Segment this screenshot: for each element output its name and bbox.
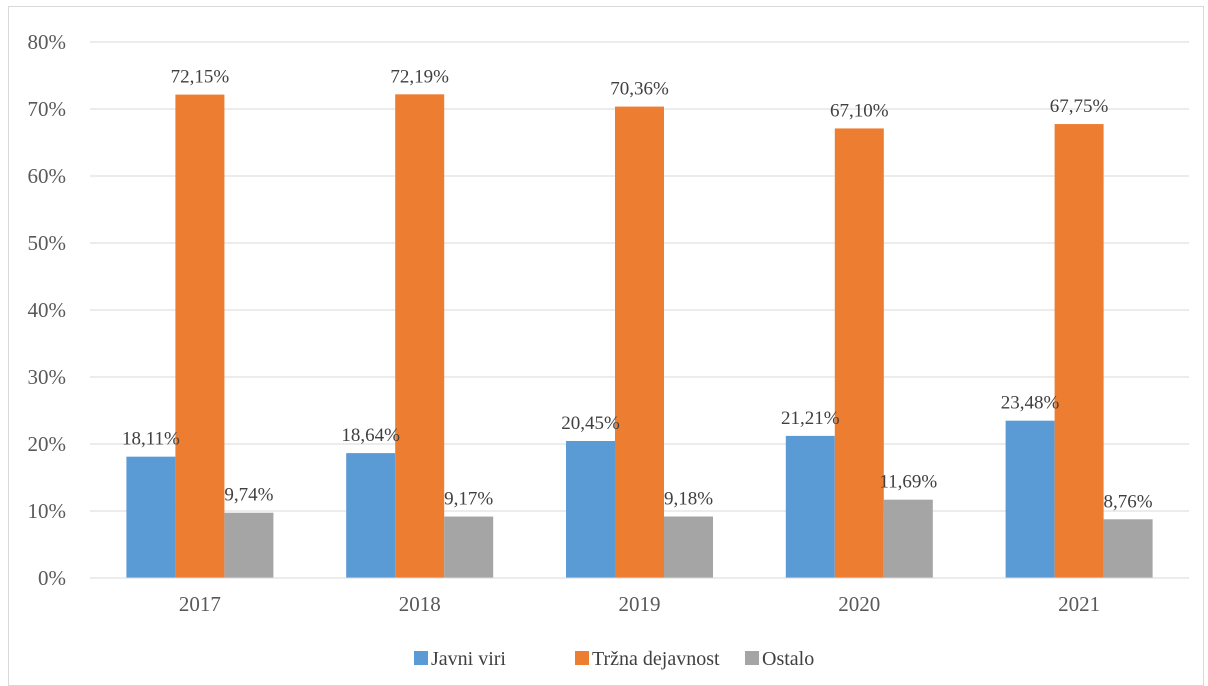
- x-tick-label: 2018: [399, 592, 441, 616]
- bar-javni-viri-2017: [126, 456, 176, 578]
- x-tick-label: 2017: [179, 592, 221, 616]
- bar-tržna-dejavnost-2019: [615, 106, 664, 578]
- bar-ostalo-2017: [224, 512, 274, 578]
- legend-item-ostalo: Ostalo: [745, 648, 814, 670]
- data-label: 20,45%: [561, 413, 620, 434]
- bar-tržna-dejavnost-2018: [395, 94, 445, 579]
- x-axis-tick-labels: 2017 2018 2019 2020 2021: [179, 592, 1100, 616]
- x-tick-label: 2019: [619, 592, 661, 616]
- data-label: 67,10%: [830, 100, 889, 121]
- data-label: 18,64%: [341, 425, 400, 446]
- legend-swatch: [745, 651, 759, 665]
- bar-javni-viri-2021: [1005, 420, 1055, 578]
- data-label: 18,11%: [122, 429, 180, 450]
- legend-label: Javni viri: [431, 648, 506, 670]
- legend-swatch: [414, 651, 428, 665]
- legend-item-javni-viri: Javni viri: [414, 648, 506, 670]
- data-label: 9,74%: [224, 485, 273, 506]
- data-label: 23,48%: [1001, 393, 1060, 414]
- data-label: 8,76%: [1104, 491, 1153, 512]
- bar-tržna-dejavnost-2021: [1054, 124, 1104, 578]
- y-tick-label: 70%: [28, 97, 67, 121]
- bar-tržna-dejavnost-2017: [175, 94, 225, 578]
- data-label: 70,36%: [610, 79, 669, 100]
- data-label: 67,75%: [1050, 96, 1109, 117]
- y-tick-label: 10%: [28, 499, 67, 523]
- bars: [126, 94, 1153, 579]
- bar-ostalo-2020: [883, 499, 933, 578]
- bar-javni-viri-2019: [566, 440, 615, 578]
- data-label: 9,17%: [444, 489, 493, 510]
- data-label: 9,18%: [664, 488, 713, 509]
- bar-ostalo-2021: [1103, 519, 1153, 578]
- bar-tržna-dejavnost-2020: [834, 128, 884, 578]
- data-label: 72,19%: [390, 66, 449, 87]
- bar-ostalo-2019: [664, 516, 713, 578]
- data-label: 72,15%: [171, 67, 230, 88]
- y-axis-tick-labels: 0% 10% 20% 30% 40% 50% 60% 70% 80%: [28, 30, 67, 590]
- bar-javni-viri-2018: [346, 453, 396, 578]
- y-tick-label: 0%: [38, 566, 66, 590]
- y-tick-label: 50%: [28, 231, 67, 255]
- x-tick-label: 2021: [1058, 592, 1100, 616]
- data-label: 21,21%: [781, 408, 840, 429]
- legend-label: Tržna dejavnost: [592, 648, 720, 670]
- data-label: 11,69%: [879, 472, 937, 493]
- y-tick-label: 20%: [28, 432, 67, 456]
- legend-label: Ostalo: [762, 648, 814, 670]
- x-tick-label: 2020: [838, 592, 880, 616]
- y-tick-label: 60%: [28, 164, 67, 188]
- bar-javni-viri-2020: [785, 435, 835, 578]
- data-labels: 18,11% 72,15% 9,74% 18,64% 72,19% 9,17% 20,45%…: [122, 66, 1153, 512]
- y-tick-label: 80%: [28, 30, 67, 54]
- legend-swatch: [575, 651, 589, 665]
- bar-ostalo-2018: [444, 516, 494, 578]
- legend-item-tržna-dejavnost: Tržna dejavnost: [575, 648, 720, 670]
- y-tick-label: 30%: [28, 365, 67, 389]
- legend: Javni viri Tržna dejavnost Ostalo: [414, 648, 814, 670]
- y-tick-label: 40%: [28, 298, 67, 322]
